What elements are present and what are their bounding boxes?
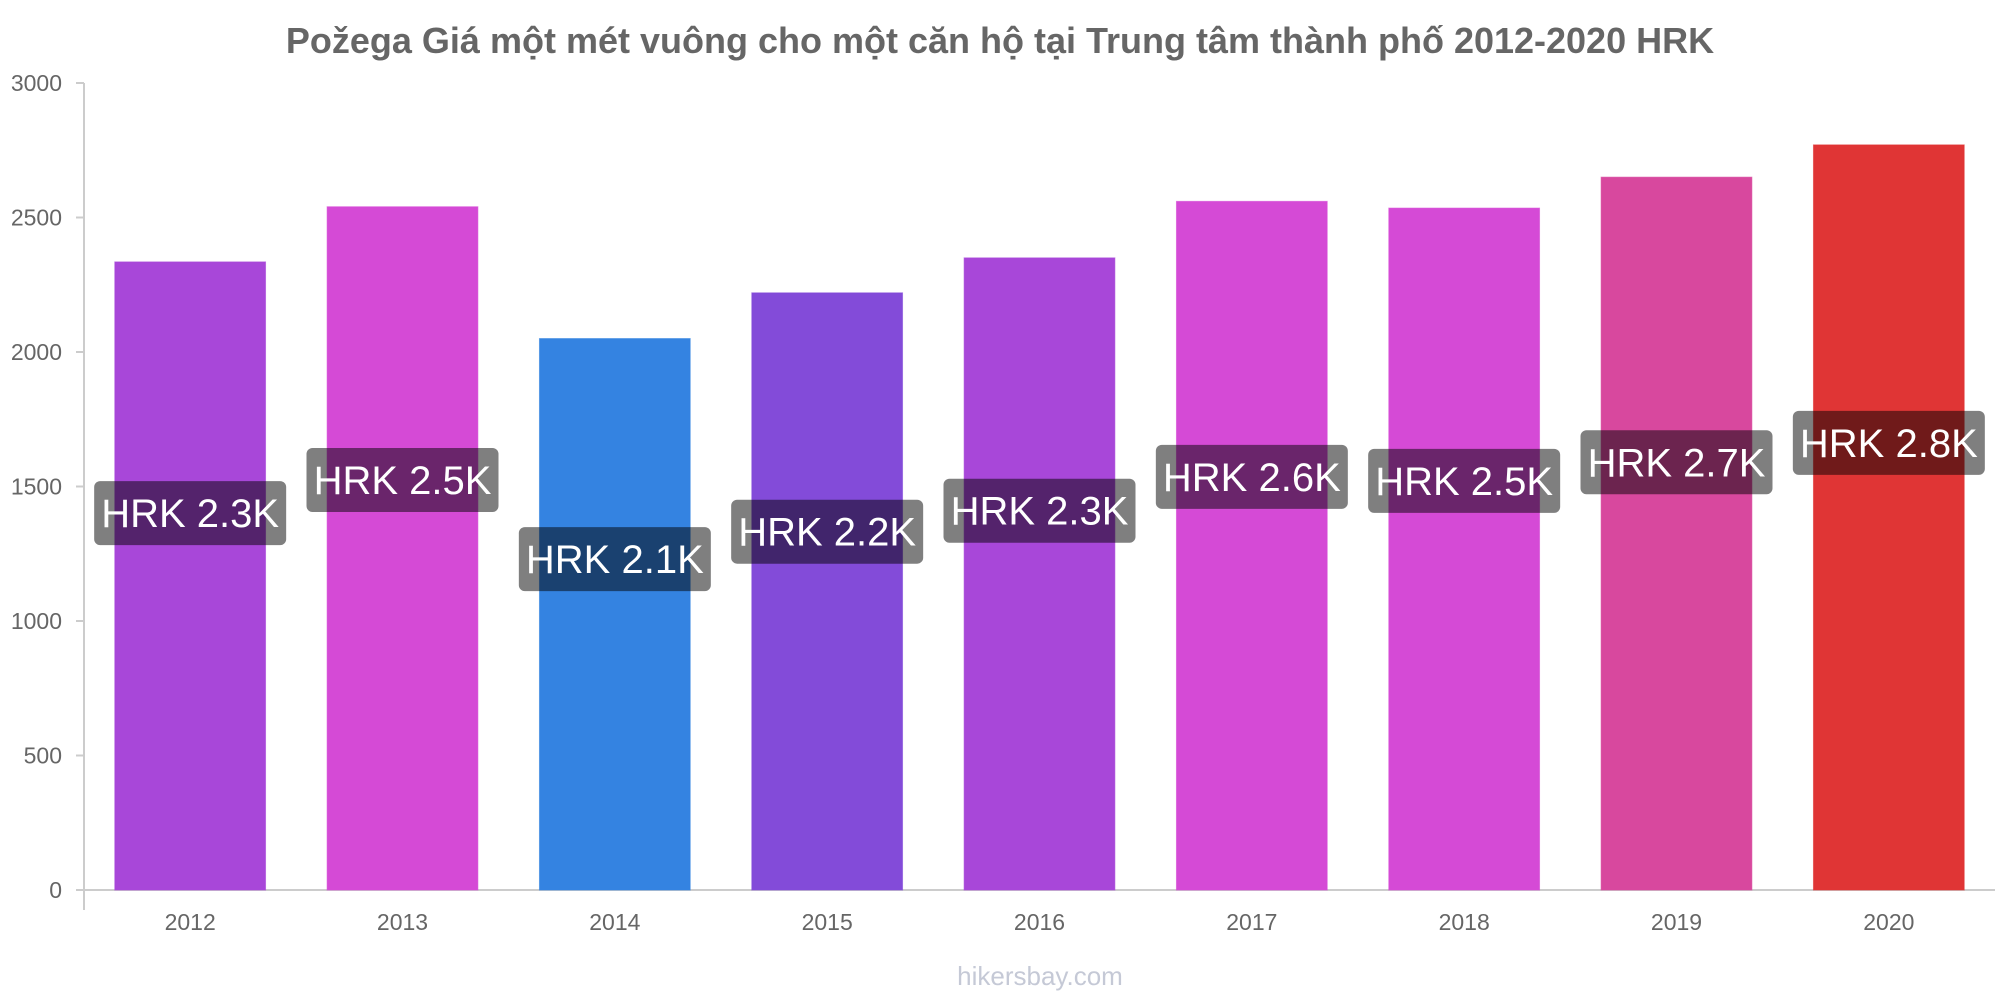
y-axis: 0 500 1000 1500 2000 2500 3000 <box>11 70 84 903</box>
value-label: HRK 2.6K <box>1163 456 1341 500</box>
x-tick-label: 2012 <box>165 909 216 935</box>
y-tick-label: 2500 <box>11 205 62 231</box>
x-tick-label: 2018 <box>1439 909 1490 935</box>
value-label-box <box>1580 430 1773 495</box>
value-label-box <box>943 478 1136 543</box>
y-tick-label: 500 <box>24 743 62 769</box>
y-tick-label: 1500 <box>11 474 62 500</box>
value-label-box <box>306 448 499 513</box>
footer-source: hikersbay.com <box>957 961 1123 991</box>
value-label: HRK 2.8K <box>1800 422 1978 466</box>
bar-2014[interactable] <box>538 338 691 891</box>
y-tick-label: 3000 <box>11 70 62 96</box>
bar-2016[interactable] <box>963 257 1116 891</box>
y-tick-label: 1000 <box>11 608 62 634</box>
bars <box>114 144 1965 891</box>
value-label-box <box>1792 410 1985 475</box>
x-tick-label: 2017 <box>1226 909 1277 935</box>
x-tick-label: 2019 <box>1651 909 1702 935</box>
value-labels: HRK 2.3K HRK 2.5K HRK 2.1K HRK 2.2K HRK 2.3K… <box>94 410 1985 592</box>
value-label: HRK 2.1K <box>526 538 704 582</box>
x-tick-label: 2015 <box>802 909 853 935</box>
bar-2015[interactable] <box>751 292 904 891</box>
chart-title: Požega Giá một mét vuông cho một căn hộ … <box>286 20 1714 61</box>
bar-2018[interactable] <box>1388 207 1541 891</box>
x-tick-label: 2016 <box>1014 909 1065 935</box>
value-label: HRK 2.3K <box>951 490 1129 534</box>
value-label: HRK 2.5K <box>314 459 492 503</box>
value-label-box <box>1155 444 1348 509</box>
x-axis: 2012 2013 2014 2015 2016 2017 2018 2019 2020 <box>165 909 1915 935</box>
value-label: HRK 2.5K <box>1375 460 1553 504</box>
bar-2013[interactable] <box>326 206 479 891</box>
bar-2020[interactable] <box>1812 144 1965 891</box>
bar-2012[interactable] <box>114 261 267 891</box>
value-label: HRK 2.7K <box>1588 441 1766 485</box>
x-tick-label: 2014 <box>589 909 640 935</box>
x-tick-label: 2020 <box>1863 909 1914 935</box>
value-label-box <box>1368 448 1561 513</box>
y-tick-label: 0 <box>49 877 62 903</box>
x-tick-label: 2013 <box>377 909 428 935</box>
value-label-box <box>518 527 711 592</box>
y-tick-label: 2000 <box>11 339 62 365</box>
value-label: HRK 2.2K <box>738 511 916 555</box>
value-label: HRK 2.3K <box>101 492 279 536</box>
bar-2019[interactable] <box>1600 176 1753 891</box>
value-label-box <box>94 481 287 546</box>
value-label-box <box>731 499 924 564</box>
bar-2017[interactable] <box>1175 200 1328 891</box>
